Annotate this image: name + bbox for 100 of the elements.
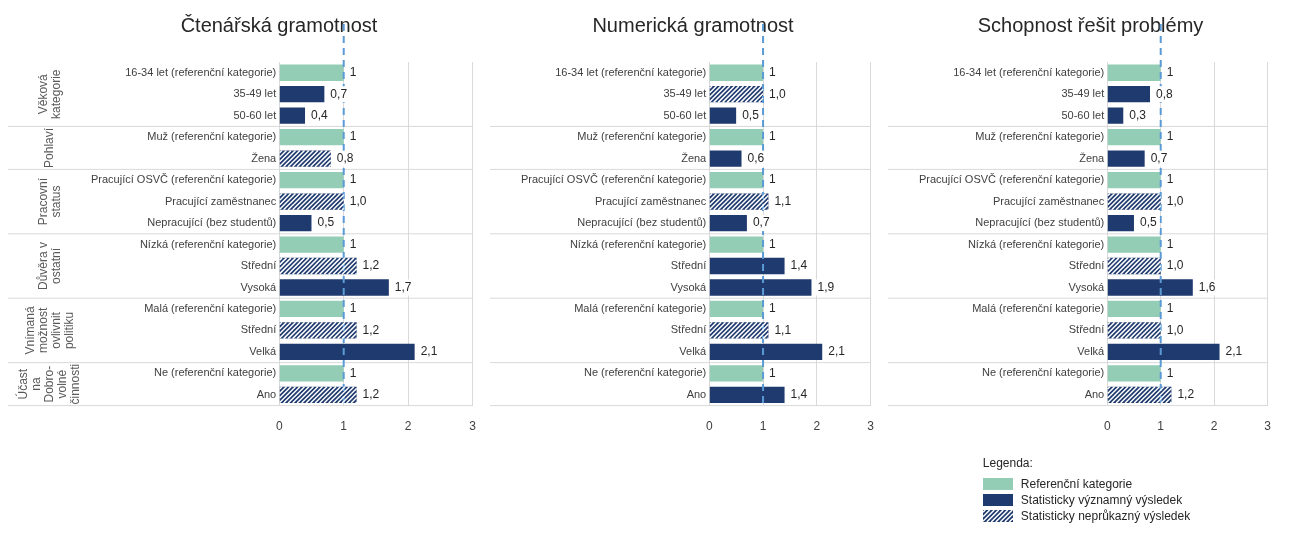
data-label: 1 [1166, 172, 1174, 187]
data-label: 1 [349, 236, 357, 251]
y-tick-label: Ano [686, 387, 707, 400]
y-tick-label: Střední [670, 259, 707, 272]
data-label: 1 [349, 172, 357, 187]
y-tick-label: Nízká (referenční kategorie) [139, 237, 277, 250]
y-tick-label: Muž (referenční kategorie) [975, 130, 1105, 143]
y-tick-label: Ne (referenční kategorie) [981, 366, 1105, 379]
data-label: 2,1 [1225, 344, 1243, 359]
y-tick-label: Střední [670, 323, 707, 336]
x-tick-label: 0 [1103, 419, 1111, 434]
y-tick-label: Nepracující (bez studentů) [147, 216, 277, 229]
data-label: 1 [769, 172, 777, 187]
x-tick-label: 0 [705, 419, 713, 434]
y-tick-label: Pracující OSVČ (referenční kategorie) [90, 173, 277, 186]
data-label: 1 [769, 365, 777, 380]
y-tick-label: 35-49 let [663, 87, 707, 100]
chart-title: Numerická gramotnost [592, 13, 795, 36]
y-tick-label: 50-60 let [1061, 108, 1105, 121]
data-label: 1,4 [790, 387, 808, 402]
y-tick-label: Malá (referenční kategorie) [144, 301, 277, 314]
legend-label: Statisticky neprůkazný výsledek [1020, 509, 1191, 523]
data-label: 1,4 [790, 258, 808, 273]
data-label: 0,4 [311, 108, 329, 122]
data-label: 1,0 [769, 86, 787, 101]
x-tick-label: 3 [469, 419, 477, 434]
y-tick-label: Žena [251, 151, 278, 164]
y-tick-label: 16-34 let (referenční kategorie) [953, 65, 1105, 78]
legend-title: Legenda: [982, 456, 1034, 470]
data-label: 0,3 [1129, 108, 1147, 122]
y-tick-label: Nepracující (bez studentů) [975, 216, 1105, 229]
data-label: 1,0 [349, 193, 367, 208]
y-tick-label: Malá (referenční kategorie) [972, 301, 1105, 314]
chart-title: Schopnost řešit problémy [977, 13, 1204, 36]
x-tick-label: 2 [1210, 419, 1218, 434]
data-label: 1,0 [1166, 258, 1184, 273]
y-tick-label: Nepracující (bez studentů) [577, 216, 707, 229]
data-label: 0,5 [317, 215, 335, 230]
data-label: 1 [349, 129, 357, 144]
data-label: 1,0 [1166, 322, 1184, 337]
y-tick-label: Střední [240, 323, 277, 336]
y-tick-label: Pracující zaměstnanec [992, 194, 1105, 207]
data-label: 0,5 [742, 108, 760, 122]
y-tick-label: Střední [1068, 259, 1105, 272]
y-tick-label: 16-34 let (referenční kategorie) [555, 65, 707, 78]
legend-label: Statisticky významný výsledek [1020, 493, 1183, 507]
data-label: 0,8 [336, 150, 354, 165]
y-tick-label: Střední [1068, 323, 1105, 336]
data-label: 2,1 [420, 344, 438, 359]
y-tick-label: Pracující OSVČ (referenční kategorie) [520, 173, 707, 186]
data-label: 1 [769, 236, 777, 251]
data-label: 1,0 [1166, 193, 1184, 208]
data-label: 1,2 [1177, 387, 1195, 402]
y-tick-label: Ano [1084, 387, 1105, 400]
data-label: 0,8 [1156, 86, 1174, 101]
x-tick-label: 3 [867, 419, 875, 434]
text: Vnímaná možnost ovlivnit politiku [22, 306, 76, 355]
text: Věková kategorie [35, 69, 63, 119]
data-label: 1 [349, 65, 357, 80]
data-label: 2,1 [828, 344, 846, 359]
y-tick-label: 50-60 let [663, 108, 707, 121]
y-tick-label: Žena [681, 151, 708, 164]
data-label: 1 [1166, 236, 1174, 251]
y-tick-label: Velká [1077, 344, 1106, 357]
y-tick-label: Střední [240, 259, 277, 272]
data-label: 1,6 [1198, 279, 1216, 294]
chart-title: Čtenářská gramotnost [180, 13, 378, 36]
data-label: 1 [769, 129, 777, 144]
y-tick-label: 16-34 let (referenční kategorie) [125, 65, 277, 78]
data-label: 1 [349, 365, 357, 380]
x-tick-label: 0 [275, 419, 283, 434]
x-tick-label: 1 [759, 419, 767, 434]
x-tick-label: 3 [1264, 419, 1272, 434]
y-tick-label: Ne (referenční kategorie) [153, 366, 277, 379]
data-label: 0,6 [747, 150, 765, 165]
y-tick-label: Pracující zaměstnanec [594, 194, 707, 207]
data-label: 1,2 [362, 258, 380, 273]
y-tick-label: Muž (referenční kategorie) [577, 130, 707, 143]
x-tick-label: 2 [404, 419, 412, 434]
data-label: 1 [769, 65, 777, 80]
data-label: 1 [349, 301, 357, 316]
y-tick-label: Ano [256, 387, 277, 400]
y-tick-label: Vysoká [670, 280, 708, 293]
text: Důvěra v ostatní [35, 242, 63, 291]
y-tick-label: 50-60 let [233, 108, 277, 121]
y-tick-label: Muž (referenční kategorie) [147, 130, 277, 143]
data-label: 1,2 [362, 387, 380, 402]
data-label: 1 [1166, 301, 1174, 316]
data-label: 0,5 [1139, 215, 1157, 230]
text: Účast na Dobro- volné činnosti [15, 363, 83, 405]
data-label: 1,2 [362, 322, 380, 337]
data-label: 1,1 [774, 322, 792, 337]
text: Pohlaví [42, 127, 57, 168]
y-tick-label: Nízká (referenční kategorie) [569, 237, 707, 250]
y-tick-label: 35-49 let [233, 87, 277, 100]
data-label: 1,7 [394, 279, 412, 294]
x-tick-label: 1 [340, 419, 348, 434]
data-label: 0,7 [752, 215, 770, 230]
y-tick-label: Vysoká [240, 280, 278, 293]
x-tick-label: 1 [1157, 419, 1165, 434]
